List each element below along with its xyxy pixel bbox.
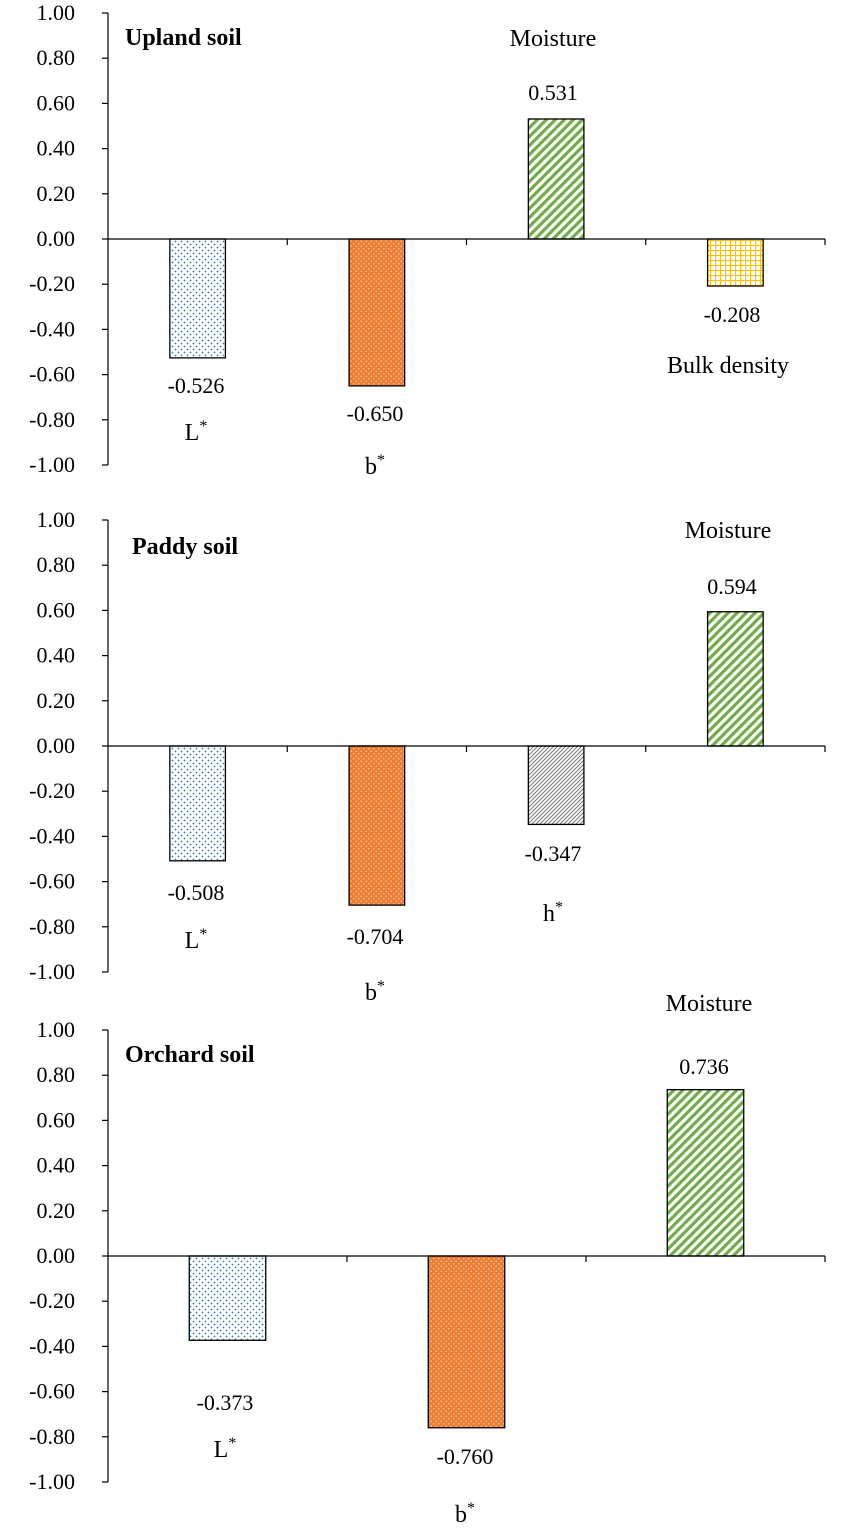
data-label-h-star: -0.347 — [525, 841, 582, 866]
bar-b-star — [427, 1255, 506, 1429]
y-tick-label: -1.00 — [29, 959, 75, 984]
bar-h-star — [527, 745, 585, 826]
category-label-l-star: L* — [185, 418, 208, 446]
y-tick-label: 0.00 — [37, 226, 76, 251]
y-tick-label: -0.20 — [29, 778, 75, 803]
y-tick-label: 1.00 — [37, 507, 76, 532]
y-tick-label: 0.00 — [37, 1243, 76, 1268]
bar-l-star — [188, 1255, 267, 1341]
y-tick-label: 1.00 — [37, 1017, 76, 1042]
category-label-h-star: h* — [543, 899, 563, 927]
y-tick-label: 0.60 — [37, 90, 76, 115]
category-label-moisture: Moisture — [666, 991, 753, 1017]
panel-title-orchard-soil: Orchard soil — [125, 1042, 255, 1068]
y-tick-label: 0.40 — [37, 136, 76, 161]
category-label-bulk-density: Bulk density — [667, 353, 789, 379]
category-label-b-star: b* — [365, 978, 385, 1006]
data-label-moisture: 0.736 — [679, 1054, 729, 1079]
category-label-l-star: L* — [185, 926, 208, 954]
data-label-bulk-density: -0.208 — [704, 302, 761, 327]
data-label-b-star: -0.704 — [347, 924, 404, 949]
y-tick-label: -0.60 — [29, 1379, 75, 1404]
category-label-moisture: Moisture — [510, 26, 597, 52]
y-tick-label: -1.00 — [29, 452, 75, 477]
data-label-b-star: -0.650 — [347, 401, 404, 426]
data-label-b-star: -0.760 — [437, 1444, 494, 1469]
category-label-moisture: Moisture — [685, 518, 772, 544]
y-tick-label: -0.40 — [29, 823, 75, 848]
y-tick-label: -0.60 — [29, 362, 75, 387]
y-tick-label: -0.80 — [29, 1424, 75, 1449]
y-tick-label: -0.20 — [29, 271, 75, 296]
y-tick-label: 0.60 — [37, 1107, 76, 1132]
panel-upland-soil: 1.00 0.80 0.60 0.40 0.20 0.00 -0.20 -0.40 -0.60 -… — [29, 0, 826, 480]
y-tick-label: 0.20 — [37, 688, 76, 713]
y-tick-label: 0.60 — [37, 597, 76, 622]
y-tick-label: 1.00 — [37, 0, 76, 25]
category-label-l-star: L* — [214, 1435, 237, 1463]
panel-title-upland-soil: Upland soil — [125, 25, 242, 51]
panel-paddy-soil: 1.00 0.80 0.60 0.40 0.20 0.00 -0.20 -0.40 -0.60 -… — [29, 507, 826, 1006]
bar-l-star — [169, 238, 227, 359]
y-tick-label: 0.20 — [37, 1198, 76, 1223]
y-tick-label: 0.40 — [37, 1153, 76, 1178]
data-label-moisture: 0.594 — [707, 574, 757, 599]
y-tick-label: -0.20 — [29, 1288, 75, 1313]
bar-b-star — [348, 238, 406, 387]
data-label-moisture: 0.531 — [528, 80, 578, 105]
y-tick-label: 0.80 — [37, 552, 76, 577]
y-tick-label: 0.40 — [37, 643, 76, 668]
category-label-b-star: b* — [365, 452, 385, 480]
bar-l-star — [169, 745, 227, 862]
y-tick-label: -0.40 — [29, 1333, 75, 1358]
y-tick-label: 0.20 — [37, 181, 76, 206]
y-tick-label: -0.80 — [29, 914, 75, 939]
bar-bulk-density — [706, 238, 764, 287]
y-tick-label: 0.00 — [37, 733, 76, 758]
bar-moisture — [666, 1089, 745, 1257]
category-label-b-star: b* — [455, 1500, 475, 1528]
data-label-l-star: -0.508 — [168, 880, 225, 905]
panel-orchard-soil: 1.00 0.80 0.60 0.40 0.20 0.00 -0.20 -0.40 -0.60 -… — [29, 991, 826, 1528]
bar-moisture — [706, 611, 764, 747]
y-tick-label: -0.80 — [29, 407, 75, 432]
y-tick-label: -1.00 — [29, 1469, 75, 1494]
y-tick-label: 0.80 — [37, 45, 76, 70]
bar-moisture — [527, 118, 585, 240]
y-tick-label: -0.60 — [29, 869, 75, 894]
data-label-l-star: -0.526 — [168, 373, 225, 398]
panel-title-paddy-soil: Paddy soil — [132, 534, 238, 560]
y-tick-label: -0.40 — [29, 316, 75, 341]
y-tick-label: 0.80 — [37, 1062, 76, 1087]
data-label-l-star: -0.373 — [197, 1390, 254, 1415]
bar-b-star — [348, 745, 406, 906]
